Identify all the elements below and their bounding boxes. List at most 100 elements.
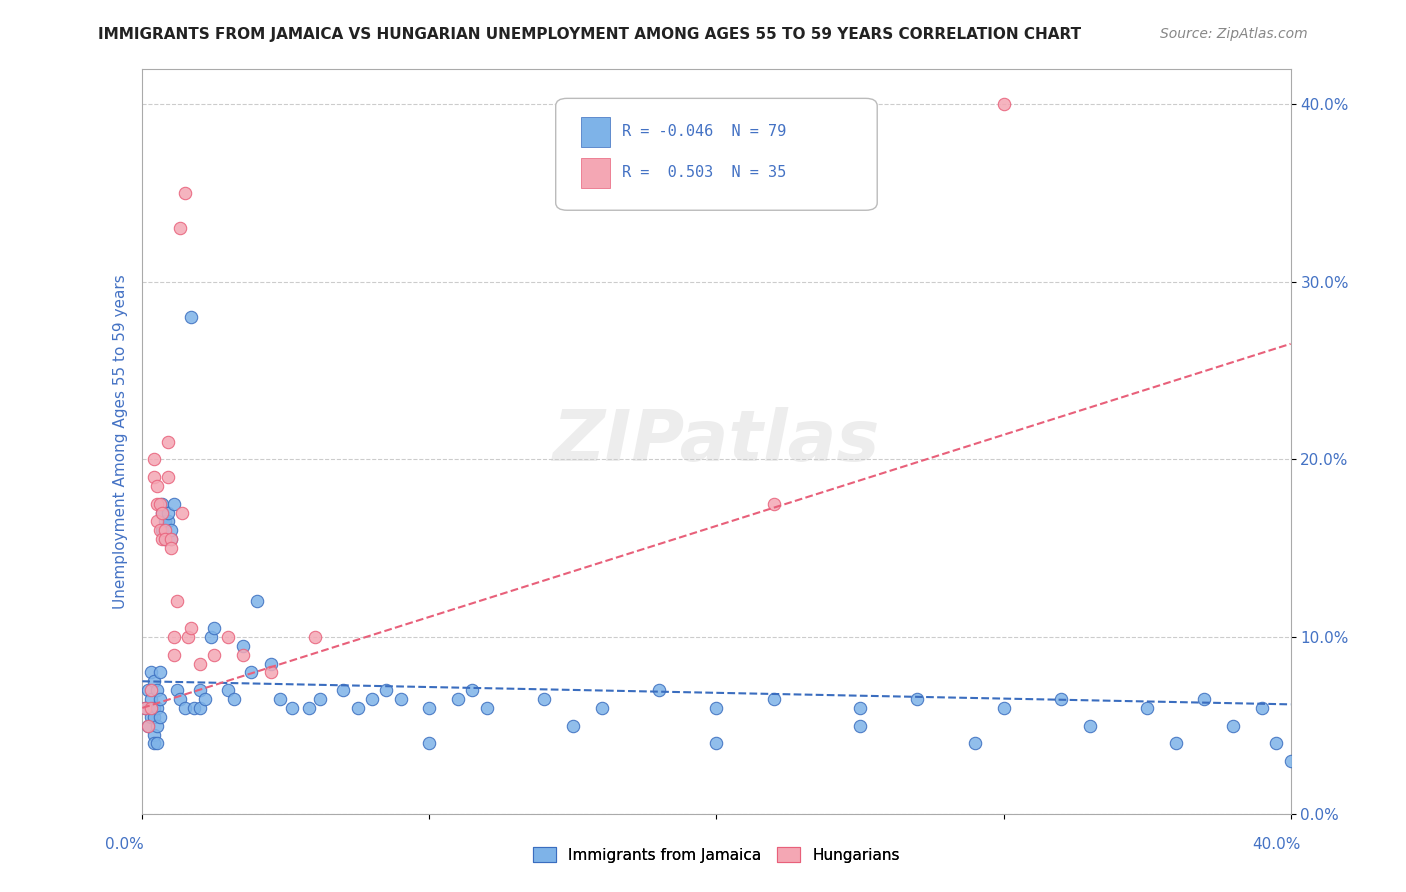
Text: IMMIGRANTS FROM JAMAICA VS HUNGARIAN UNEMPLOYMENT AMONG AGES 55 TO 59 YEARS CORR: IMMIGRANTS FROM JAMAICA VS HUNGARIAN UNE… xyxy=(98,27,1081,42)
Point xyxy=(160,524,183,538)
FancyBboxPatch shape xyxy=(581,158,610,188)
Point xyxy=(145,515,167,529)
Point xyxy=(905,692,928,706)
Point xyxy=(169,692,191,706)
Point xyxy=(418,736,440,750)
Point xyxy=(993,97,1015,112)
Point xyxy=(163,630,186,644)
Point xyxy=(155,532,177,546)
Point xyxy=(139,701,162,715)
Y-axis label: Unemployment Among Ages 55 to 59 years: Unemployment Among Ages 55 to 59 years xyxy=(114,274,128,609)
Point xyxy=(142,736,165,750)
Point xyxy=(139,683,162,698)
Point xyxy=(418,701,440,715)
Point xyxy=(155,524,177,538)
Point xyxy=(180,310,202,325)
Point xyxy=(963,736,986,750)
Point xyxy=(136,719,159,733)
Point xyxy=(240,665,263,680)
Point xyxy=(1078,719,1101,733)
Point xyxy=(648,683,671,698)
Point xyxy=(163,497,186,511)
Point xyxy=(309,692,332,706)
Point xyxy=(152,497,174,511)
Point xyxy=(298,701,321,715)
Point xyxy=(361,692,384,706)
Point xyxy=(157,506,180,520)
Point xyxy=(762,497,785,511)
Point xyxy=(849,719,872,733)
Point xyxy=(1222,719,1244,733)
Point xyxy=(142,701,165,715)
Point xyxy=(155,515,177,529)
Point xyxy=(152,506,174,520)
Legend: Immigrants from Jamaica, Hungarians: Immigrants from Jamaica, Hungarians xyxy=(526,839,907,871)
Point xyxy=(155,532,177,546)
Point xyxy=(148,524,170,538)
FancyBboxPatch shape xyxy=(581,117,610,147)
Point xyxy=(188,683,211,698)
Point xyxy=(152,532,174,546)
Point xyxy=(157,515,180,529)
Text: Source: ZipAtlas.com: Source: ZipAtlas.com xyxy=(1160,27,1308,41)
Text: 40.0%: 40.0% xyxy=(1253,837,1301,852)
Point xyxy=(172,506,194,520)
Point xyxy=(224,692,246,706)
Point xyxy=(152,506,174,520)
Point xyxy=(148,692,170,706)
Point xyxy=(160,541,183,555)
Point xyxy=(202,648,225,662)
Point xyxy=(232,648,254,662)
Point xyxy=(200,630,222,644)
Point xyxy=(260,657,283,671)
Point xyxy=(475,701,498,715)
Point xyxy=(188,701,211,715)
Point xyxy=(166,683,188,698)
Point xyxy=(1265,736,1288,750)
Point xyxy=(993,701,1015,715)
Point xyxy=(163,648,186,662)
Point xyxy=(246,594,269,608)
Point xyxy=(148,497,170,511)
Point xyxy=(136,719,159,733)
Point xyxy=(183,701,205,715)
Text: R = -0.046  N = 79: R = -0.046 N = 79 xyxy=(623,124,786,138)
Point xyxy=(160,532,183,546)
Point xyxy=(346,701,368,715)
Point xyxy=(1050,692,1073,706)
Point xyxy=(160,532,183,546)
Point xyxy=(332,683,354,698)
Point xyxy=(217,683,239,698)
Point xyxy=(375,683,398,698)
Point xyxy=(148,665,170,680)
Point xyxy=(304,630,326,644)
Point xyxy=(145,497,167,511)
Text: R =  0.503  N = 35: R = 0.503 N = 35 xyxy=(623,165,786,180)
Point xyxy=(194,692,217,706)
Point xyxy=(202,621,225,635)
Point xyxy=(1251,701,1274,715)
Point xyxy=(166,594,188,608)
Point xyxy=(134,701,156,715)
Point xyxy=(591,701,613,715)
Point xyxy=(447,692,470,706)
FancyBboxPatch shape xyxy=(555,98,877,211)
Point xyxy=(145,701,167,715)
Point xyxy=(152,524,174,538)
Point xyxy=(145,479,167,493)
Point xyxy=(174,701,197,715)
Point xyxy=(142,710,165,724)
Point xyxy=(145,736,167,750)
Point xyxy=(561,719,583,733)
Point xyxy=(232,639,254,653)
Point xyxy=(389,692,412,706)
Point xyxy=(269,692,291,706)
Point xyxy=(188,657,211,671)
Point xyxy=(461,683,484,698)
Point xyxy=(145,719,167,733)
Point xyxy=(217,630,239,644)
Point xyxy=(174,186,197,200)
Point xyxy=(142,470,165,484)
Point xyxy=(1279,754,1302,768)
Point xyxy=(1194,692,1216,706)
